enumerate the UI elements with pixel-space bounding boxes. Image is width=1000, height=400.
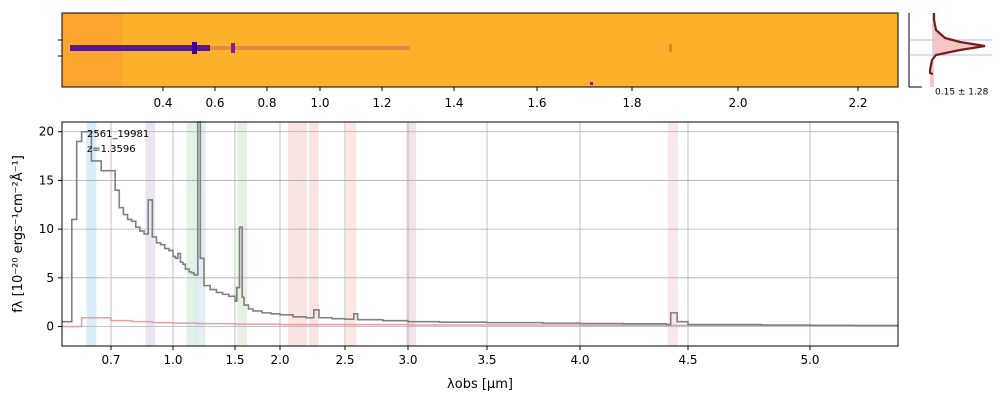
top-tick-label-8: 2.0: [728, 96, 747, 110]
x-tick-label-1: 1.0: [163, 353, 182, 367]
top-tick-label-1: 0.6: [205, 96, 224, 110]
spectrum-2d-hotpixel: [590, 82, 593, 85]
x-tick-label-4: 2.5: [335, 353, 354, 367]
spectrum-1d-panel: 0.7 1.0 1.5 2.0 2.5 3.0 3.5 4.0 4.5 5.0 05101520 …: [10, 121, 899, 392]
spectrum-2d-emission-1: [192, 42, 197, 54]
spectrum-2d-emission-2: [231, 43, 235, 53]
top-tick-label-7: 1.8: [622, 96, 641, 110]
spectrum-2d-trace: [70, 45, 210, 51]
y-tick-label-1: 5: [46, 271, 54, 285]
spectrum-2d-panel: 0.4 0.6 0.8 1.0 1.2 1.4 1.6 1.8 2.0 2.2: [58, 12, 899, 110]
top-tick-label-2: 0.8: [257, 96, 276, 110]
error-series: [62, 317, 898, 328]
top-tick-label-4: 1.2: [372, 96, 391, 110]
spectrum-2d-trace-faint: [210, 46, 410, 50]
top-tick-label-5: 1.4: [444, 96, 463, 110]
plot-frame: [61, 121, 899, 347]
y-tick-label-3: 15: [39, 173, 54, 187]
x-tick-label-7: 4.0: [570, 353, 589, 367]
x-tick-label-6: 3.5: [477, 353, 496, 367]
line-band-7: [308, 122, 319, 346]
annotation-id: 2561_19981: [87, 129, 149, 140]
annotation-z: z=1.3596: [87, 144, 136, 155]
line-band-5: [288, 122, 298, 346]
grid-lines: [62, 122, 898, 346]
flux-series: [62, 121, 898, 327]
x-axis-label: λobs [μm]: [447, 377, 513, 392]
profile-label: 0.15 ± 1.28: [935, 88, 989, 98]
top-tick-label-3: 1.0: [310, 96, 329, 110]
top-tick-label-6: 1.6: [527, 96, 546, 110]
line-band-0: [86, 122, 97, 346]
top-tick-label-9: 2.2: [848, 96, 867, 110]
line-band-10: [667, 122, 678, 346]
profile-line: [928, 13, 986, 76]
y-axis-label: fλ [10⁻²⁰ ergs⁻¹cm⁻²Å⁻¹]: [10, 155, 26, 313]
x-tick-label-2: 1.5: [225, 353, 244, 367]
line-band-9: [406, 122, 417, 346]
x-tick-label-3: 2.0: [270, 353, 289, 367]
y-axis-ticks: 0 5 10 15 20: [39, 125, 62, 334]
top-axis-ticks: 0.4 0.6 0.8 1.0 1.2 1.4 1.6 1.8 2.0 2.2: [58, 39, 868, 110]
spectrum-2d-emission-3: [669, 44, 672, 52]
top-tick-label-0: 0.4: [153, 96, 172, 110]
line-band-2: [186, 122, 197, 346]
x-tick-label-0: 0.7: [101, 353, 120, 367]
line-band-8: [346, 122, 357, 346]
x-tick-label-8: 4.5: [678, 353, 697, 367]
line-band-1: [145, 122, 156, 346]
x-axis-ticks: 0.7 1.0 1.5 2.0 2.5 3.0 3.5 4.0 4.5 5.0: [101, 346, 820, 367]
y-tick-label-4: 20: [39, 125, 54, 139]
profile-panel: 0.15 ± 1.28: [908, 13, 992, 98]
y-tick-label-0: 0: [46, 320, 54, 334]
y-tick-label-2: 10: [39, 222, 54, 236]
x-tick-label-5: 3.0: [398, 353, 417, 367]
line-band-6: [297, 122, 308, 346]
x-tick-label-9: 5.0: [800, 353, 819, 367]
spectrum-2d-frame: [61, 12, 899, 88]
